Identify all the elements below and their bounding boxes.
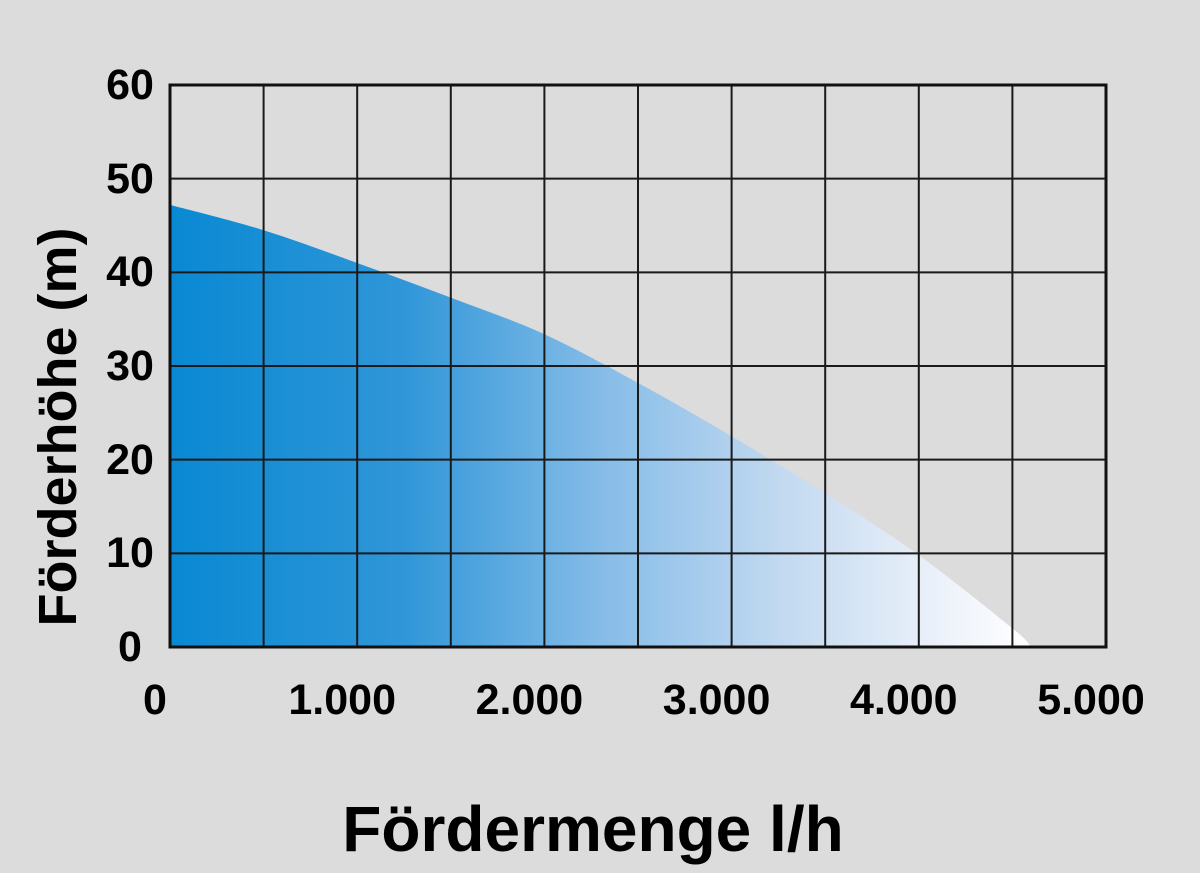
x-tick-label: 1.000	[288, 676, 396, 724]
y-tick-label: 10	[106, 529, 154, 578]
x-tick-label: 3.000	[662, 676, 771, 724]
x-tick-label: 0	[143, 676, 167, 724]
y-tick-label: 50	[106, 154, 154, 203]
y-tick-label: 40	[106, 248, 154, 297]
x-axis-title: Fördermenge l/h	[342, 793, 844, 865]
plot-border	[168, 83, 1108, 649]
y-tick-label: 0	[118, 623, 142, 671]
y-tick-label: 30	[106, 342, 154, 390]
x-tick-label: 2.000	[475, 676, 584, 724]
performance-area	[170, 204, 1032, 648]
x-tick-label: 5.000	[1037, 676, 1145, 724]
grid-lines	[170, 85, 1106, 647]
x-tick-label: 4.000	[849, 676, 958, 724]
y-tick-label: 20	[106, 435, 154, 484]
y-axis-title: Förderhöhe (m)	[28, 227, 88, 627]
y-tick-label: 60	[106, 61, 154, 109]
